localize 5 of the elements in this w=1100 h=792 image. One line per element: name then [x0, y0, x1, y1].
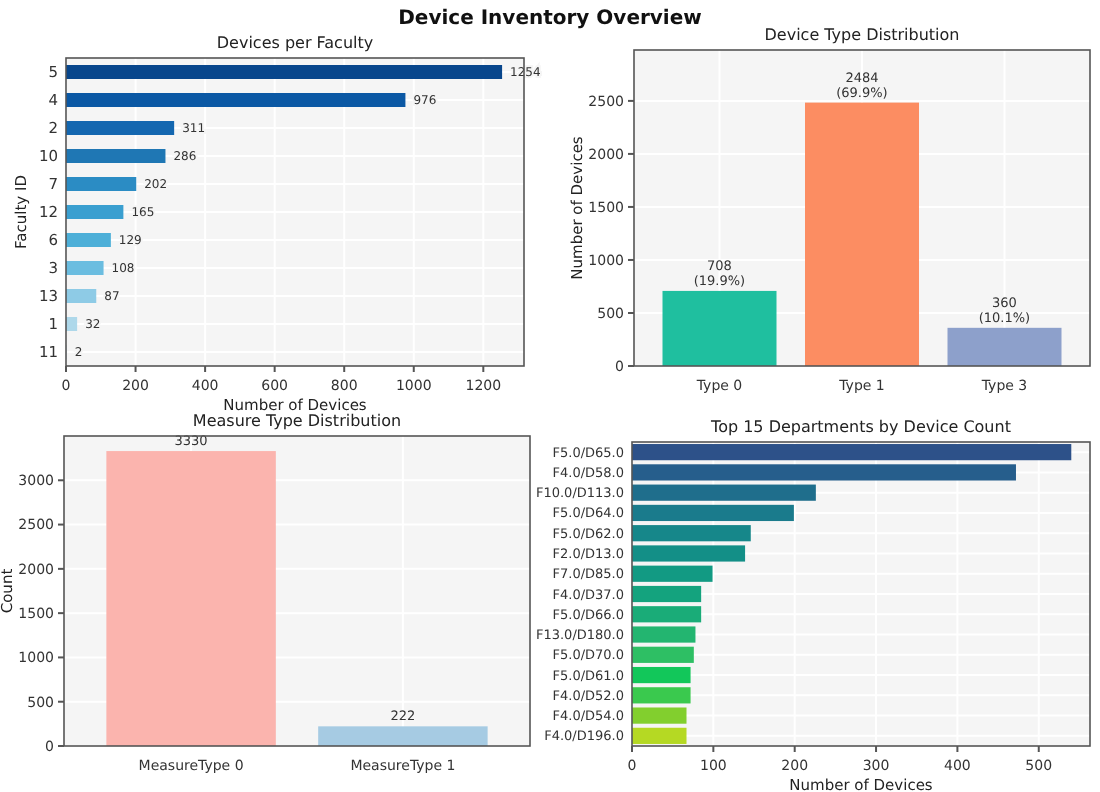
text: Device Inventory Overview: [398, 8, 702, 30]
chart-title: Device Type Distribution: [764, 26, 960, 44]
chart-title: Measure Type Distribution: [192, 412, 402, 430]
chart-title: Top 15 Departments by Device Count: [709, 418, 1011, 436]
chart-title: Devices per Faculty: [216, 34, 374, 52]
